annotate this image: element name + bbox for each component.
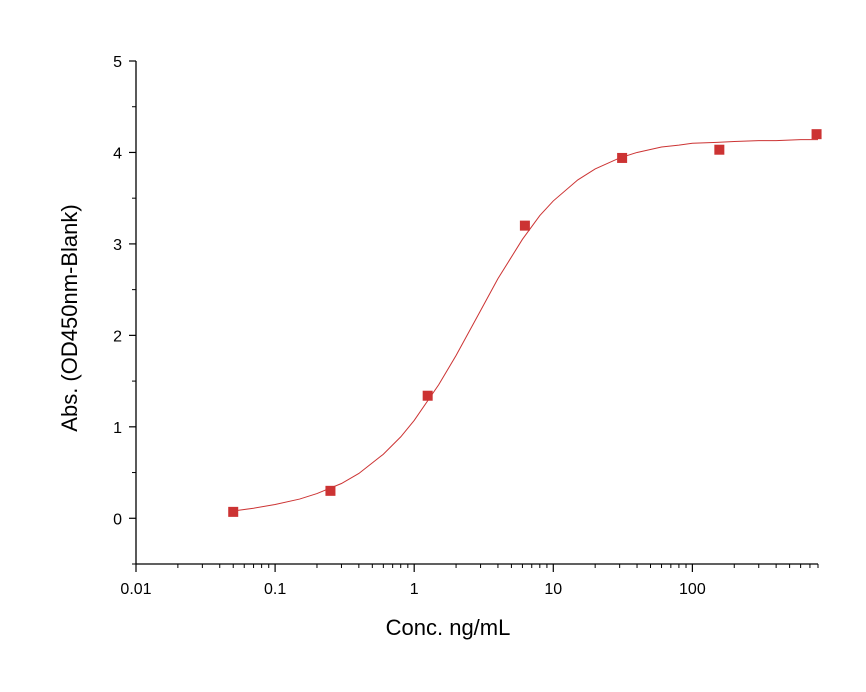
data-point [519, 220, 530, 231]
data-point [325, 485, 336, 496]
y-tick-label: 1 [113, 420, 122, 437]
y-tick-label: 5 [113, 54, 122, 71]
data-point [617, 152, 628, 163]
x-tick-label: 1 [410, 581, 419, 598]
y-axis-label: Abs. (OD450nm-Blank) [57, 204, 82, 431]
data-point [228, 506, 239, 517]
x-tick-label: 0.1 [264, 581, 286, 598]
data-points [228, 129, 822, 517]
fit-curve [233, 139, 818, 512]
y-tick-label: 4 [113, 145, 122, 162]
x-tick-label: 10 [544, 581, 562, 598]
x-axis-ticks: 0.01 0.1 1 10 100 [120, 564, 819, 598]
x-axis-label: Conc. ng/mL [386, 615, 511, 640]
y-tick-label: 3 [113, 237, 122, 254]
y-tick-label: 0 [113, 511, 122, 528]
y-axis-ticks: 0 1 2 3 4 5 [113, 54, 136, 565]
x-tick-label: 100 [679, 581, 706, 598]
data-point [714, 144, 725, 155]
y-tick-label: 2 [113, 328, 122, 345]
axes [135, 61, 818, 565]
data-point [422, 390, 433, 401]
data-point [811, 129, 822, 140]
x-tick-label: 0.01 [120, 581, 151, 598]
